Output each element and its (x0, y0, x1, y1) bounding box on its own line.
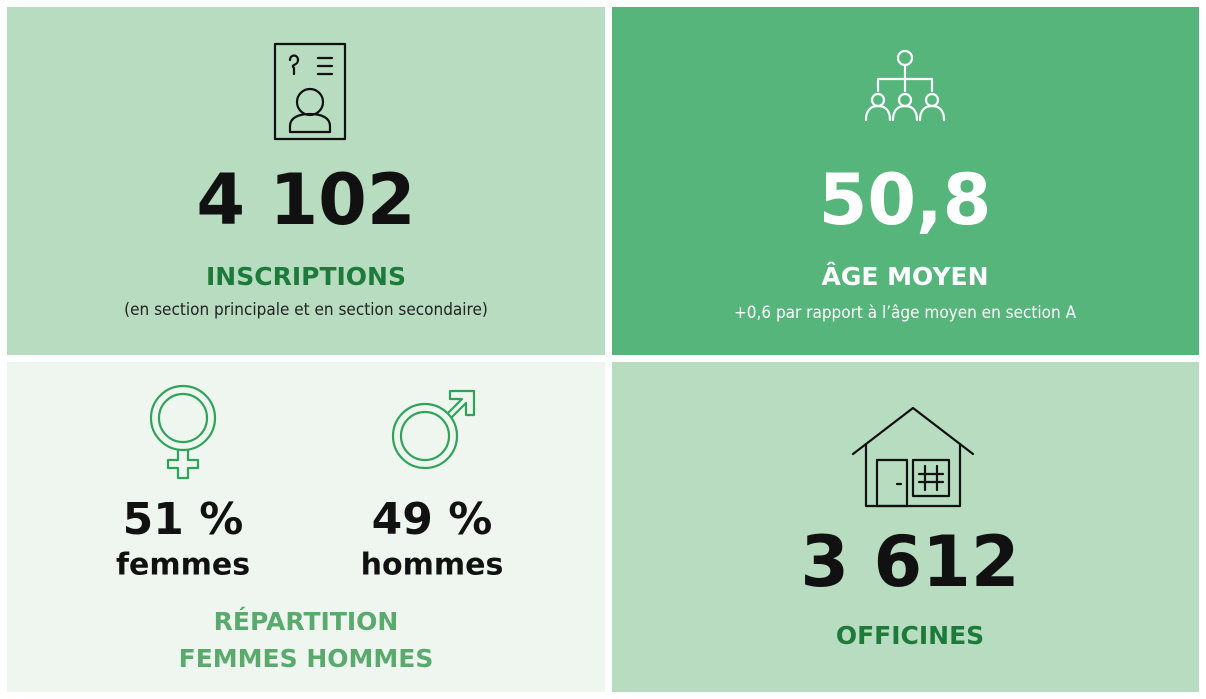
label: INSCRIPTIONS (206, 262, 406, 291)
label: hommes (361, 548, 504, 583)
value: 4 102 (196, 159, 415, 241)
hierarchy-icon (864, 49, 946, 122)
label: FEMMES HOMMES (179, 644, 434, 673)
note: (en section principale et en section sec… (124, 300, 488, 320)
value: 3 612 (800, 521, 1019, 603)
value: 49 % (372, 494, 493, 545)
tile-bg (7, 7, 605, 355)
tile-bg (7, 362, 605, 692)
label: ÂGE MOYEN (822, 262, 989, 291)
label: RÉPARTITION (214, 607, 399, 636)
male-icon (391, 389, 476, 470)
card-icon (273, 42, 347, 141)
female-icon (149, 384, 217, 480)
pharmacy-icon (851, 406, 975, 508)
tile-bg (612, 362, 1199, 692)
value: 50,8 (819, 159, 992, 241)
label: OFFICINES (836, 621, 984, 650)
value: 51 % (123, 494, 244, 545)
note: +0,6 par rapport à l’âge moyen en sectio… (734, 303, 1077, 323)
label: femmes (116, 548, 250, 583)
